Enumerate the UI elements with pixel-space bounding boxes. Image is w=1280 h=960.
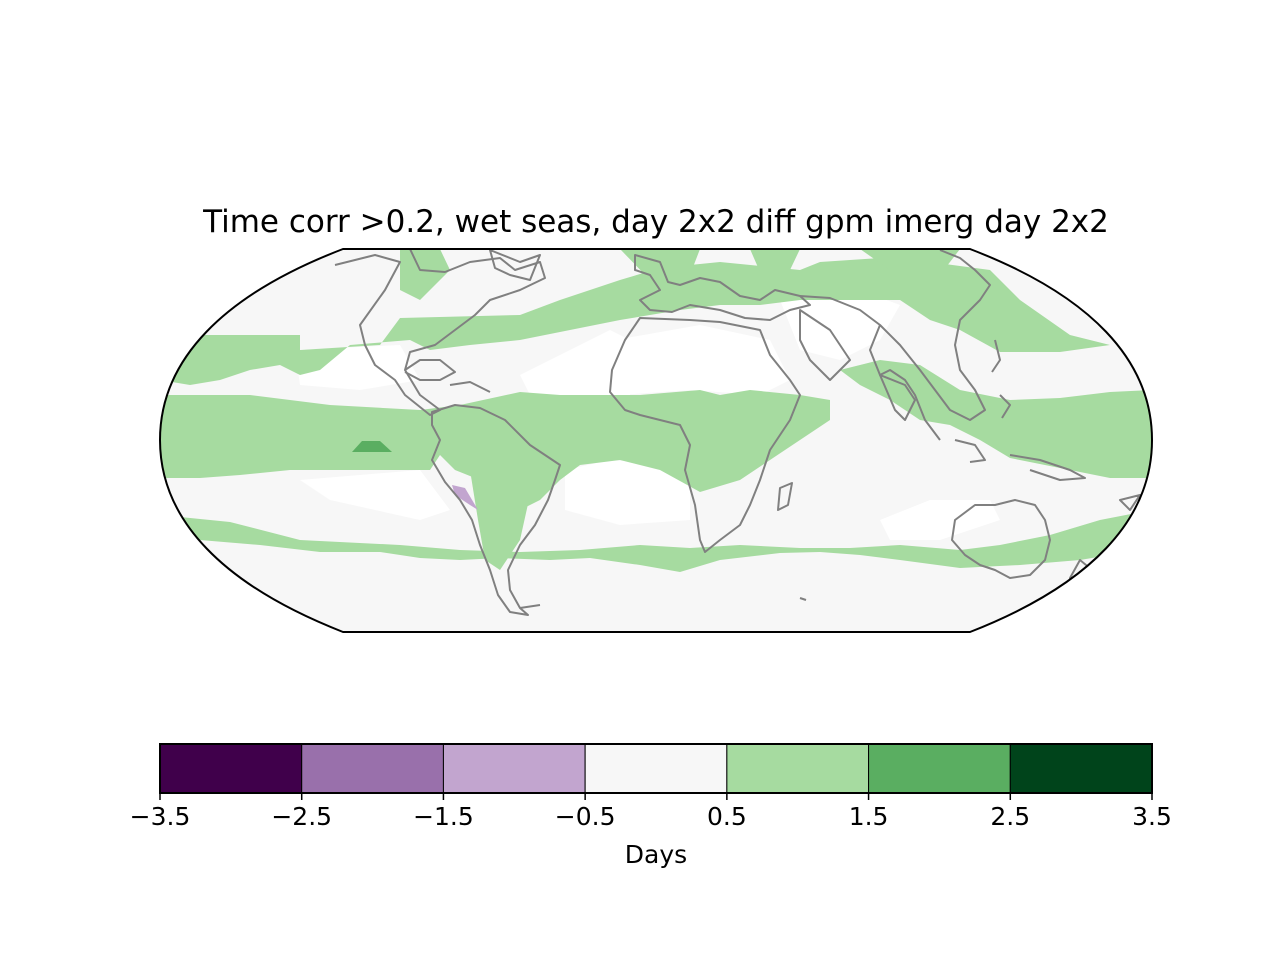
- colorbar-bin-0: [159, 743, 303, 794]
- masked-region-south-pacific: [300, 470, 450, 520]
- coastline-arabia-india: [799, 309, 916, 421]
- colorbar-tick-label: 0.5: [707, 802, 747, 831]
- positive-band-north-midlatitude: [160, 258, 1110, 385]
- map-frame: [158, 248, 1154, 633]
- colorbar-tick-label: −2.5: [271, 802, 332, 831]
- colorbar-bin-6: [1009, 743, 1153, 794]
- colorbar-tick-label: 2.5: [990, 802, 1030, 831]
- coastline-asia: [799, 249, 991, 441]
- positive-band-indo-pacific: [840, 360, 1152, 478]
- chart-title: Time corr >0.2, wet seas, day 2x2 diff g…: [202, 204, 1109, 240]
- coastline-gulf-caribbean: [404, 359, 491, 393]
- colorbar-bin-3: [584, 743, 728, 794]
- colorbar-tick-label: −3.5: [130, 802, 191, 831]
- colorbar-bins: [159, 743, 1153, 794]
- negative-patch-andes: [452, 485, 478, 510]
- masked-region-south-atlantic: [565, 460, 690, 525]
- colorbar-bin-2: [442, 743, 586, 794]
- colorbar: −3.5 −2.5 −1.5 −0.5 0.5 1.5 2.5 3.5 Days: [130, 743, 1172, 869]
- coastline-antarctic-islands: [519, 597, 807, 609]
- colorbar-label: Days: [625, 840, 687, 869]
- masked-region-sahara: [615, 325, 790, 395]
- data-field: [160, 249, 1152, 616]
- colorbar-bin-1: [301, 743, 444, 794]
- map-panel: [158, 248, 1154, 633]
- positive-patch-central-pacific: [352, 441, 392, 452]
- positive-band-southern-midlatitude: [160, 510, 1152, 572]
- colorbar-tick-label: 1.5: [849, 802, 889, 831]
- positive-band-south-america-interior: [470, 470, 530, 570]
- positive-band-arctic-fringe: [400, 249, 960, 300]
- colorbar-bin-4: [726, 743, 870, 794]
- masked-region-australia: [880, 500, 1000, 540]
- coastline-greenland: [489, 249, 541, 281]
- colorbar-tick-label: −1.5: [413, 802, 474, 831]
- coastline-europe: [634, 254, 811, 321]
- colorbar-ticks: −3.5 −2.5 −1.5 −0.5 0.5 1.5 2.5 3.5: [130, 793, 1172, 831]
- coastline-japan-islands: [954, 339, 1086, 481]
- coastline-africa: [609, 317, 801, 553]
- colorbar-bin-5: [868, 743, 1011, 794]
- coastline-north-america: [334, 249, 546, 416]
- masked-region-arabia: [780, 290, 900, 360]
- coastline-madagascar: [777, 482, 793, 511]
- colorbar-tick-label: 3.5: [1132, 802, 1172, 831]
- colorbar-frame: [159, 743, 1153, 794]
- colorbar-tick-label: −0.5: [555, 802, 616, 831]
